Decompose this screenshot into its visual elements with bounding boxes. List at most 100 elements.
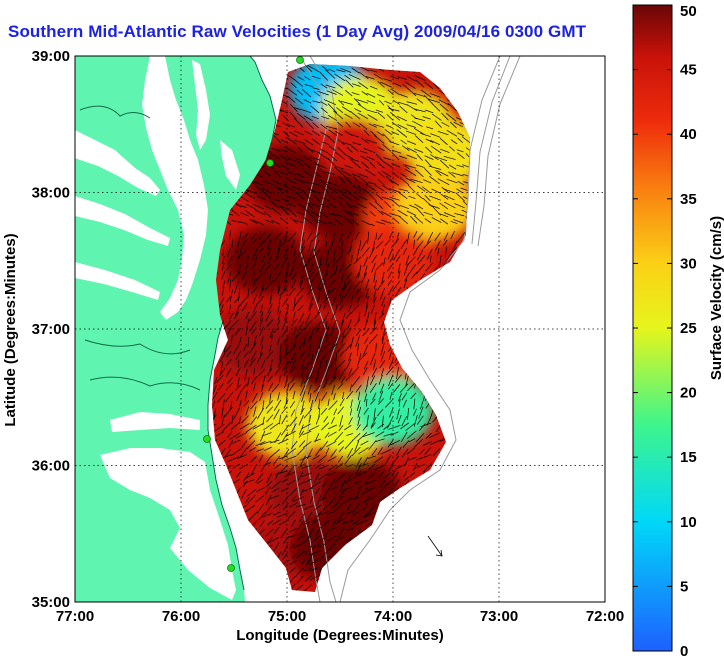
velocity-vector: [297, 146, 304, 153]
velocity-vector: [365, 76, 375, 80]
velocity-vector: [328, 129, 337, 136]
velocity-vector: [424, 194, 431, 202]
velocity-vector: [424, 167, 432, 176]
velocity-vector: [359, 196, 368, 201]
x-tick-label: 75:00: [268, 608, 306, 625]
velocity-vector: [310, 105, 320, 114]
colorbar-tick-label: 20: [680, 385, 697, 402]
velocity-vector: [401, 145, 410, 151]
velocity-vector: [381, 184, 391, 191]
velocity-vector: [335, 151, 346, 160]
y-tick-label: 35:00: [32, 594, 70, 611]
velocity-vector: [319, 153, 330, 160]
velocity-vector: [326, 181, 337, 186]
velocity-vector: [365, 183, 376, 191]
x-tick-label: 76:00: [162, 608, 200, 625]
velocity-vector: [405, 81, 416, 89]
velocity-vector: [399, 94, 408, 98]
velocity-vector: [414, 128, 425, 135]
velocity-vector: [282, 114, 289, 122]
velocity-vector: [344, 89, 353, 97]
velocity-vector: [357, 185, 369, 193]
velocity-vector: [315, 163, 327, 169]
velocity-vector: [406, 140, 417, 145]
velocity-vector: [290, 82, 297, 88]
velocity-vector: [366, 100, 376, 104]
velocity-vector: [390, 75, 399, 80]
velocity-vector: [359, 71, 369, 80]
velocity-vector: [373, 123, 385, 128]
velocity-vector: [437, 178, 450, 186]
velocity-vector: [303, 162, 312, 170]
velocity-vector: [376, 93, 385, 98]
velocity-vector: [264, 205, 272, 210]
velocity-vector: [415, 79, 425, 88]
velocity-vector: [323, 171, 336, 175]
velocity-vector: [287, 95, 296, 103]
velocity-vector: [340, 100, 353, 105]
velocity-vector: [439, 103, 449, 112]
velocity-vector: [312, 100, 321, 104]
velocity-vector: [465, 153, 470, 160]
velocity-vector: [334, 130, 343, 137]
velocity-vector: [424, 159, 432, 167]
field-cell: [300, 172, 380, 241]
velocity-vector: [338, 176, 345, 183]
velocity-vector: [340, 169, 352, 177]
velocity-vector: [426, 126, 434, 130]
velocity-vector: [389, 141, 400, 146]
colorbar-tick-label: 45: [680, 62, 697, 79]
velocity-vector: [308, 202, 320, 207]
velocity-vector: [460, 187, 470, 193]
velocity-vector: [293, 78, 304, 87]
velocity-vector: [344, 74, 351, 80]
velocity-vector: [429, 195, 441, 201]
velocity-vector: [430, 133, 441, 138]
velocity-vector: [405, 177, 416, 184]
velocity-vector: [406, 147, 417, 154]
velocity-vector: [462, 173, 470, 178]
velocity-vector: [456, 164, 465, 168]
velocity-vector: [390, 88, 400, 96]
velocity-vector: [273, 198, 280, 202]
velocity-vector: [278, 108, 289, 114]
velocity-vector: [281, 198, 289, 202]
velocity-vector: [414, 169, 424, 178]
velocity-vector: [251, 180, 264, 186]
velocity-vector: [334, 167, 345, 176]
velocity-vector: [342, 174, 353, 185]
velocity-vector: [369, 202, 378, 210]
velocity-vector: [353, 97, 361, 105]
velocity-vector: [302, 169, 313, 177]
velocity-vector: [454, 203, 465, 209]
velocity-vector: [325, 69, 336, 79]
velocity-vector: [412, 120, 423, 127]
velocity-vector: [425, 146, 433, 154]
velocity-vector: [359, 123, 368, 130]
x-axis-ticks: 77:00 76:00 75:00 74:00 73:00 72:00: [56, 608, 624, 625]
velocity-vector: [391, 131, 400, 136]
velocity-vector: [402, 164, 410, 170]
velocity-vector: [301, 88, 312, 98]
velocity-vector: [304, 139, 314, 146]
velocity-vector: [413, 108, 426, 113]
velocity-vector: [289, 131, 298, 137]
y-axis-label: Latitude (Degrees:Minutes): [2, 233, 19, 426]
velocity-vector: [381, 170, 392, 178]
velocity-vector: [287, 178, 297, 184]
velocity-vector: [280, 139, 288, 144]
velocity-vector: [322, 141, 329, 146]
velocity-vector: [429, 92, 441, 98]
velocity-vector: [406, 124, 416, 128]
velocity-vector: [335, 166, 344, 170]
velocity-vector: [348, 74, 361, 80]
velocity-vector: [375, 185, 385, 192]
velocity-vector: [363, 147, 376, 154]
velocity-vector: [375, 193, 384, 201]
velocity-vector: [270, 200, 280, 209]
velocity-vector: [292, 186, 305, 192]
velocity-vector: [311, 75, 321, 80]
velocity-vector: [414, 135, 424, 143]
field-cell: [215, 308, 296, 377]
velocity-vector: [414, 117, 425, 122]
